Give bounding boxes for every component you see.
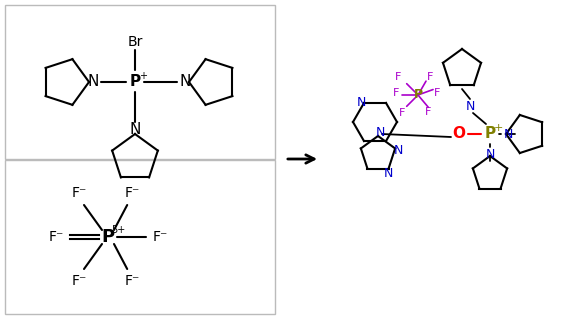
Text: Br: Br: [127, 35, 143, 49]
Text: P: P: [130, 74, 140, 89]
Text: N: N: [485, 147, 494, 160]
Text: N: N: [503, 127, 513, 140]
Text: O: O: [452, 126, 465, 141]
Text: F: F: [425, 107, 431, 117]
Text: F: F: [393, 88, 399, 98]
Text: P: P: [484, 126, 496, 141]
Text: N: N: [87, 74, 99, 89]
Text: N: N: [465, 100, 475, 113]
Text: N: N: [179, 74, 191, 89]
Text: F⁻: F⁻: [49, 230, 64, 244]
Text: F⁻: F⁻: [71, 274, 87, 288]
Text: F: F: [399, 108, 405, 118]
Text: F⁻: F⁻: [124, 186, 140, 200]
Text: P: P: [102, 228, 115, 246]
Text: F⁻: F⁻: [71, 186, 87, 200]
Text: N: N: [375, 126, 385, 139]
Text: F: F: [395, 72, 401, 82]
Bar: [5, 5, 275, 159]
Text: +: +: [493, 123, 502, 133]
Text: N: N: [393, 144, 403, 157]
Text: P: P: [413, 88, 423, 101]
Text: N: N: [129, 122, 140, 138]
Text: N: N: [356, 96, 365, 109]
Text: F: F: [434, 88, 440, 98]
Text: N: N: [384, 167, 393, 180]
Text: F⁻: F⁻: [124, 274, 140, 288]
Bar: [5, 160, 275, 314]
Text: F: F: [427, 72, 433, 82]
Text: +: +: [139, 71, 147, 81]
Text: F⁻: F⁻: [152, 230, 168, 244]
Text: 5+: 5+: [111, 225, 125, 235]
